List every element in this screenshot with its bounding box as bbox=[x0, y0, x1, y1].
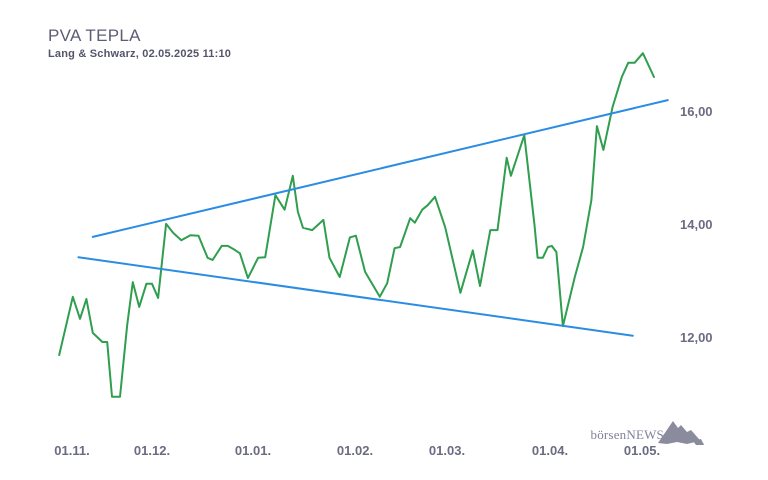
mountain-logo-icon bbox=[658, 421, 704, 445]
series-ascending-trendline bbox=[91, 99, 669, 238]
series-PVA-TEPLA-price bbox=[58, 52, 655, 398]
x-axis-tick-label-may: 01.05. bbox=[623, 443, 661, 458]
x-axis-tick-label-jan: 01.01. bbox=[234, 443, 272, 458]
x-axis-tick-label-nov: 01.11. bbox=[54, 443, 90, 458]
y-axis-tick-label-16: 16,00 bbox=[680, 104, 713, 119]
y-axis-tick-label-12: 12,00 bbox=[680, 330, 713, 345]
chart-title: PVA TEPLA bbox=[48, 26, 141, 45]
x-axis-tick-label-mar: 01.03. bbox=[428, 443, 466, 458]
x-axis-tick-label-apr: 01.04. bbox=[531, 443, 569, 458]
x-axis-tick-label-feb: 01.02. bbox=[336, 443, 374, 458]
y-axis-tick-label-14: 14,00 bbox=[680, 217, 713, 232]
chart-subtitle: Lang & Schwarz, 02.05.2025 11:10 bbox=[48, 48, 232, 60]
series-descending-trendline bbox=[77, 256, 634, 337]
borsennews-logo-text: börsenNEWS bbox=[590, 427, 664, 442]
borsennews-logo: börsenNEWS bbox=[560, 427, 664, 445]
x-axis-tick-label-dec: 01.12. bbox=[133, 443, 171, 458]
